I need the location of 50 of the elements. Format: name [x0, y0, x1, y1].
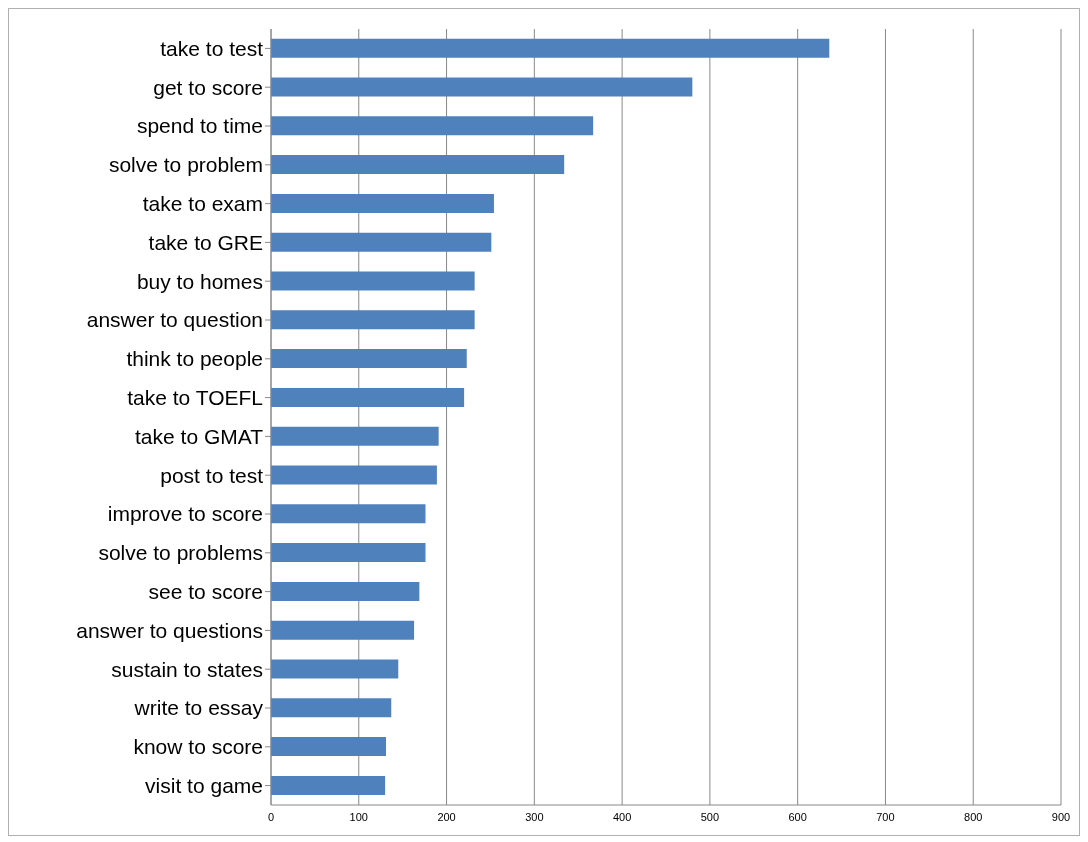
bar — [271, 698, 392, 718]
bar — [271, 737, 386, 757]
y-tick-label: take to GRE — [148, 230, 263, 254]
x-tick-label: 800 — [964, 810, 983, 823]
bar — [271, 659, 399, 679]
y-tick-label: know to score — [133, 735, 263, 759]
y-tick-label: answer to question — [86, 308, 263, 332]
bar — [271, 581, 420, 601]
y-tick-label: take to GMAT — [135, 424, 264, 448]
x-tick-label: 100 — [349, 810, 368, 823]
bar — [271, 116, 594, 136]
x-tick-label: 0 — [267, 810, 275, 823]
bar — [271, 193, 494, 213]
bar — [271, 349, 467, 369]
bar — [271, 38, 830, 58]
bar — [271, 155, 565, 175]
x-tick-label: 500 — [700, 810, 720, 823]
y-tick-label: improve to score — [107, 502, 263, 526]
y-tick-label: buy to homes — [136, 269, 263, 293]
x-tick-label: 300 — [525, 810, 544, 823]
y-tick-label: take to test — [160, 36, 264, 60]
y-tick-label: think to people — [126, 347, 263, 371]
x-tick-label: 900 — [1051, 810, 1071, 823]
y-tick-label: visit to game — [145, 774, 263, 798]
bar — [271, 465, 437, 485]
x-tick-label: 400 — [612, 810, 632, 823]
bar — [271, 310, 475, 330]
bar — [271, 426, 439, 446]
x-tick-label: 200 — [437, 810, 456, 823]
y-tick-label: sustain to states — [111, 657, 263, 681]
bar — [271, 620, 415, 640]
y-tick-label: get to score — [153, 75, 263, 99]
bar — [271, 387, 465, 407]
y-tick-label: solve to problem — [108, 153, 263, 177]
y-tick-label: see to score — [148, 580, 263, 604]
x-tick-label: 600 — [788, 810, 807, 823]
y-tick-label: take to TOEFL — [127, 386, 263, 410]
x-tick-label: 700 — [876, 810, 895, 823]
bar — [271, 271, 475, 291]
y-tick-label: post to test — [160, 463, 264, 487]
y-tick-label: write to essay — [133, 696, 264, 720]
y-tick-label: take to exam — [142, 192, 263, 216]
y-tick-label: solve to problems — [98, 541, 263, 565]
y-tick-label: spend to time — [136, 114, 263, 138]
bar — [271, 775, 386, 795]
y-tick-label: answer to questions — [76, 618, 263, 642]
bar — [271, 504, 426, 524]
bar — [271, 543, 426, 563]
bar — [271, 77, 693, 97]
bar — [271, 232, 492, 252]
